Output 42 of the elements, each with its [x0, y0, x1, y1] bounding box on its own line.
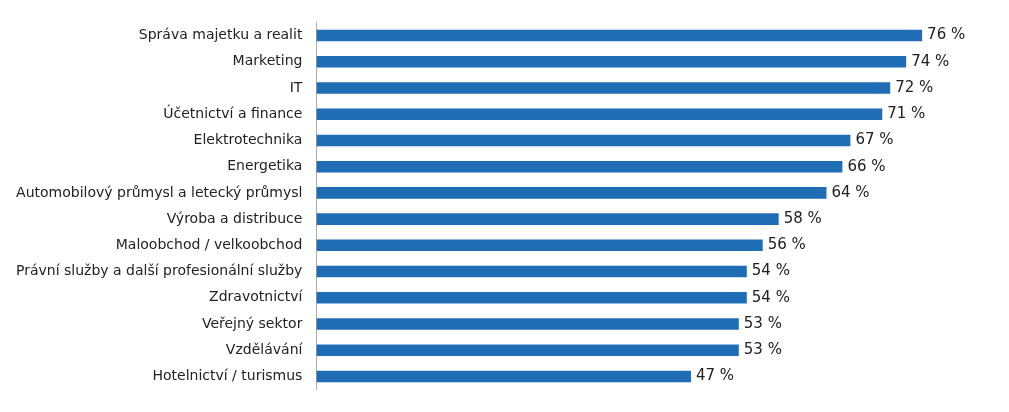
data-label: 72 %: [895, 77, 934, 96]
y-tick-label: Hotelnictví / turismus: [152, 367, 303, 384]
bar: [316, 187, 827, 199]
data-label: 47 %: [695, 366, 735, 385]
bar: [316, 134, 851, 147]
y-tick-label: IT: [289, 78, 303, 95]
bar: [316, 239, 763, 252]
y-tick-label: Elektrotechnika: [193, 131, 303, 148]
data-label: 56 %: [767, 235, 806, 254]
y-tick-label: Účetnictví a finance: [163, 103, 303, 121]
bar: [316, 265, 747, 278]
y-tick-label: Veřejný sektor: [201, 314, 303, 331]
y-tick-label: Výroba a distribuce: [166, 209, 303, 226]
data-label: 54 %: [751, 287, 790, 306]
bar: [316, 55, 907, 68]
bar: [316, 82, 891, 94]
bar: [316, 318, 739, 330]
y-tick-label: Marketing: [232, 52, 303, 69]
bar: [316, 292, 747, 304]
data-label: 54 %: [751, 261, 790, 280]
y-tick-label: Maloobchod / velkoobchod: [115, 235, 303, 252]
data-label: 74 %: [911, 51, 950, 70]
y-tick-label: Zdravotnictví: [209, 288, 304, 305]
data-label: 53 %: [743, 313, 782, 332]
y-tick-label: Energetika: [227, 157, 303, 174]
bar: [316, 160, 843, 173]
data-label: 66 %: [847, 156, 886, 175]
bar: [316, 213, 779, 225]
data-label: 71 %: [887, 104, 926, 123]
bar: [316, 344, 739, 357]
data-label: 58 %: [783, 209, 822, 227]
y-tick-label: Vzdělávání: [225, 340, 304, 357]
data-label: 64 %: [831, 182, 870, 201]
bar: [316, 370, 691, 383]
data-label: 67 %: [855, 130, 894, 149]
y-tick-label: Správa majetku a realit: [138, 26, 303, 43]
bar: [316, 29, 923, 42]
bar: [316, 108, 883, 120]
y-tick-label: Automobilový průmysl a letecký průmysl: [16, 183, 303, 200]
data-label: 53 %: [743, 340, 782, 359]
data-label: 76 %: [927, 25, 966, 44]
y-tick-label: Právní služby a další profesionální služby: [15, 262, 303, 279]
